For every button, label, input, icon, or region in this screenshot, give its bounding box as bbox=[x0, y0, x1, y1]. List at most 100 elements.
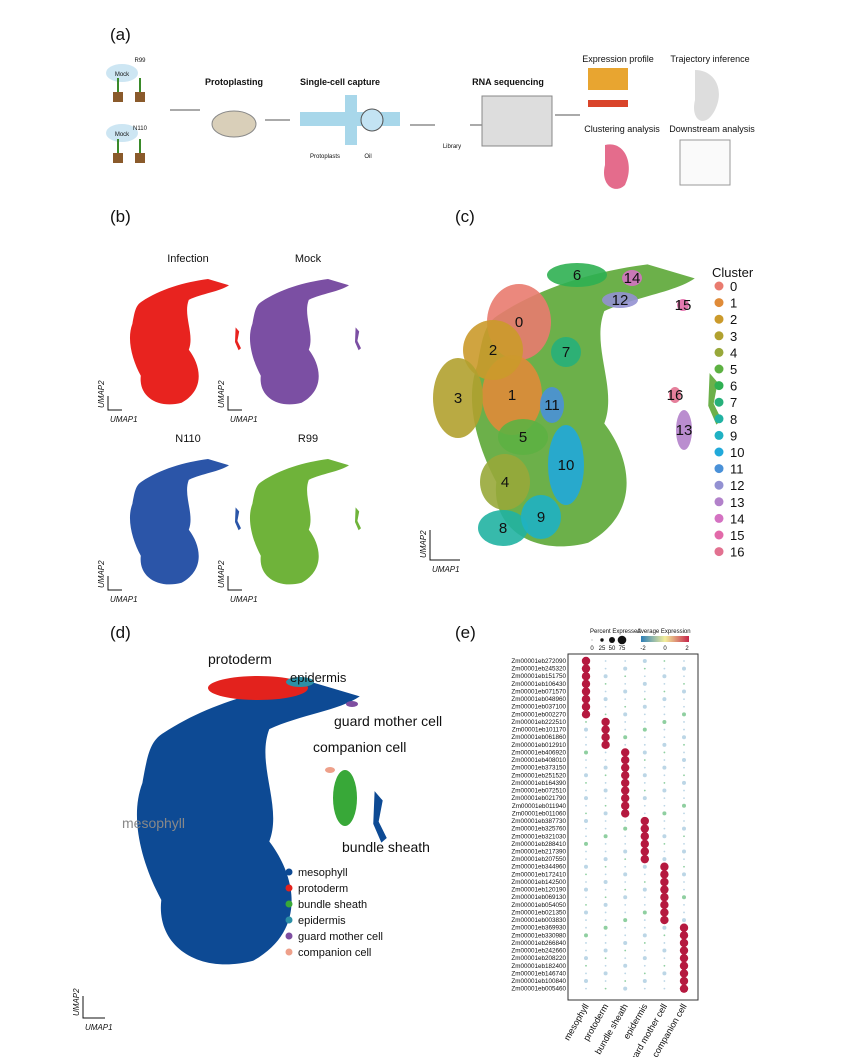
gene-label: Zm00001eb011060 bbox=[512, 810, 567, 817]
dot bbox=[604, 751, 607, 754]
cluster-cells bbox=[433, 358, 483, 438]
dot bbox=[640, 816, 649, 826]
dot bbox=[604, 713, 607, 716]
dot bbox=[662, 948, 667, 953]
schematic-text: Mock bbox=[115, 72, 130, 78]
dot bbox=[679, 923, 689, 932]
dot bbox=[663, 774, 666, 777]
dot bbox=[643, 690, 646, 693]
dot bbox=[585, 942, 587, 944]
dot bbox=[585, 903, 587, 906]
panel-label: (d) bbox=[110, 623, 131, 642]
axis-arrows bbox=[82, 996, 105, 1019]
gene-label: Zm00001eb021350 bbox=[511, 909, 566, 916]
legend-label: mesophyll bbox=[298, 867, 348, 879]
cluster-label: 3 bbox=[454, 390, 462, 407]
dot bbox=[603, 765, 608, 770]
cluster-label: 11 bbox=[544, 397, 560, 414]
dot bbox=[604, 987, 607, 990]
dot bbox=[624, 660, 627, 662]
cluster-cells bbox=[498, 419, 548, 455]
dot bbox=[585, 827, 587, 830]
dot bbox=[624, 926, 627, 929]
dot bbox=[679, 976, 689, 986]
gene-label: Zm00001eb344960 bbox=[511, 864, 566, 871]
schematic-text: Trajectory inference bbox=[670, 54, 749, 64]
dot bbox=[623, 895, 628, 900]
dot bbox=[679, 961, 689, 970]
gene-label: Zm00001eb330980 bbox=[511, 932, 566, 939]
dot bbox=[623, 918, 628, 923]
dot bbox=[584, 750, 588, 755]
dot bbox=[682, 895, 686, 900]
cluster-cells bbox=[602, 292, 638, 308]
dot bbox=[623, 689, 628, 694]
cluster-cells bbox=[540, 387, 564, 423]
dot bbox=[643, 881, 646, 883]
dot bbox=[603, 834, 608, 839]
dot bbox=[624, 972, 627, 975]
cell-type-cells bbox=[208, 676, 308, 700]
gene-label: Zm00001eb002270 bbox=[511, 711, 566, 718]
dot bbox=[663, 934, 666, 937]
dot bbox=[683, 743, 685, 746]
axis-arrows bbox=[227, 396, 242, 411]
legend-label: 7 bbox=[730, 395, 737, 410]
gene-label: Zm00001eb061860 bbox=[511, 734, 566, 741]
cluster-cells bbox=[677, 299, 689, 311]
dot bbox=[643, 949, 646, 952]
dot bbox=[603, 925, 608, 930]
legend-label: epidermis bbox=[298, 915, 346, 927]
gene-label: Zm00001eb003830 bbox=[511, 917, 566, 924]
size-tick: 0 bbox=[590, 646, 594, 652]
legend-label: companion cell bbox=[298, 947, 371, 959]
dot bbox=[585, 812, 587, 815]
dot bbox=[603, 788, 608, 793]
legend-label: 4 bbox=[730, 345, 737, 360]
gene-label: Zm00001eb011940 bbox=[512, 803, 567, 810]
dot bbox=[683, 820, 685, 822]
cluster-label: 6 bbox=[573, 267, 581, 284]
axis-label: UMAP2 bbox=[97, 380, 106, 408]
dot bbox=[585, 873, 587, 876]
dot bbox=[682, 758, 686, 763]
dot bbox=[683, 774, 685, 777]
legend-label: 13 bbox=[730, 495, 744, 510]
gene-label: Zm00001eb005460 bbox=[511, 986, 566, 993]
dot bbox=[663, 660, 666, 662]
dot bbox=[683, 812, 685, 815]
schematic-text: Protoplasts bbox=[310, 154, 340, 160]
legend-label: 0 bbox=[730, 279, 737, 294]
dot bbox=[604, 980, 607, 982]
cluster-cells bbox=[463, 320, 523, 380]
dot bbox=[663, 728, 666, 731]
cluster-label: 9 bbox=[537, 509, 545, 526]
sample-title: R99 bbox=[298, 433, 318, 445]
legend-label: 5 bbox=[730, 362, 737, 377]
dot bbox=[660, 885, 669, 894]
panel-label: (c) bbox=[455, 207, 475, 226]
legend-swatch bbox=[285, 948, 293, 956]
dot bbox=[643, 698, 646, 700]
dot bbox=[581, 687, 591, 696]
legend-swatch bbox=[714, 298, 724, 308]
dot bbox=[663, 667, 666, 670]
schematic-text: Expression profile bbox=[582, 54, 654, 64]
gene-label: Zm00001eb072510 bbox=[511, 788, 566, 795]
dot bbox=[663, 705, 666, 708]
axis-arrows bbox=[429, 530, 460, 561]
legend-swatch bbox=[285, 900, 293, 908]
size-tick: 25 bbox=[599, 646, 606, 652]
dot bbox=[585, 949, 587, 952]
dot bbox=[621, 763, 630, 772]
cell-type-cells bbox=[346, 701, 358, 707]
size-key bbox=[609, 637, 615, 643]
gene-label: Zm00001eb208220 bbox=[511, 955, 566, 962]
dot bbox=[663, 797, 666, 800]
dot bbox=[663, 980, 666, 982]
dot bbox=[642, 727, 647, 732]
legend-label: 8 bbox=[730, 412, 737, 427]
dot bbox=[643, 766, 646, 769]
dot bbox=[624, 957, 627, 960]
dot bbox=[679, 931, 689, 940]
